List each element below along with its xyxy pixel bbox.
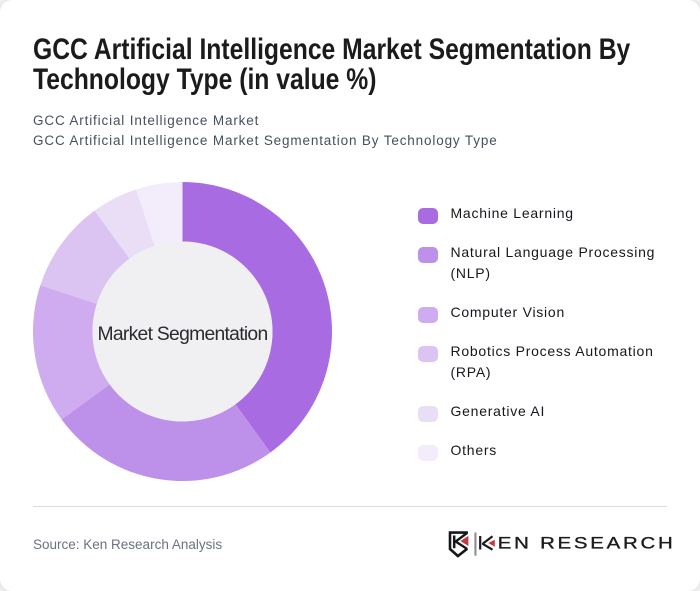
svg-text:EN RESEARCH: EN RESEARCH (498, 533, 676, 552)
svg-text:Market Segmentation: Market Segmentation (98, 324, 268, 345)
